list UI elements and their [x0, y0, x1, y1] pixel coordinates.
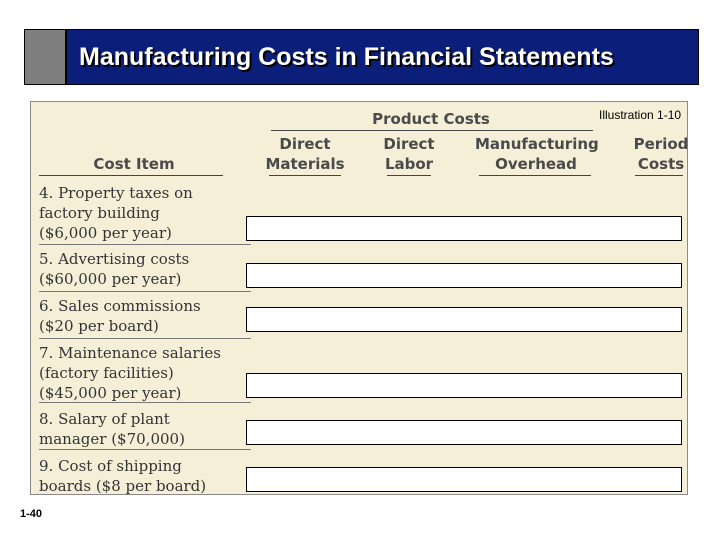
cost-item-row: 7. Maintenance salaries (factory facilit… — [39, 344, 221, 402]
cost-item-header: Cost Item — [93, 155, 175, 173]
answer-box-row-4[interactable] — [246, 216, 682, 241]
illustration-label: Illustration 1-10 — [599, 108, 682, 122]
title-bar: Manufacturing Costs in Financial Stateme… — [24, 29, 699, 85]
period-costs-header: Period Costs — [633, 135, 689, 173]
manufacturing-overhead-underline — [479, 175, 591, 176]
answer-box-row-6[interactable] — [246, 307, 682, 332]
slide-number: 1-40 — [20, 508, 43, 520]
manufacturing-overhead-header: Manufacturing Overhead — [475, 135, 599, 173]
row-separator — [39, 449, 251, 450]
direct-materials-underline — [269, 175, 341, 176]
cost-item-row: 6. Sales commissions ($20 per board) — [39, 297, 201, 335]
answer-box-row-9[interactable] — [246, 467, 682, 492]
cost-item-underline — [39, 175, 223, 176]
product-costs-header: Product Costs — [372, 110, 490, 128]
cost-item-row: 8. Salary of plant manager ($70,000) — [39, 410, 185, 448]
cost-item-row: 5. Advertising costs ($60,000 per year) — [39, 250, 190, 288]
row-separator — [39, 338, 251, 339]
row-separator — [39, 402, 251, 403]
row-separator — [39, 244, 251, 245]
cost-item-row: 9. Cost of shipping boards ($8 per board… — [39, 457, 207, 495]
cost-item-row: 4. Property taxes on factory building ($… — [39, 184, 193, 242]
title-decoration — [25, 30, 67, 84]
cost-table: Product Costs Cost Item Direct Materials … — [30, 101, 688, 495]
product-costs-underline — [271, 130, 593, 131]
direct-labor-underline — [387, 175, 431, 176]
answer-box-row-5[interactable] — [246, 263, 682, 288]
answer-box-row-7[interactable] — [246, 373, 682, 398]
direct-labor-header: Direct Labor — [383, 135, 435, 173]
direct-materials-header: Direct Materials — [265, 135, 345, 173]
period-costs-underline — [635, 175, 683, 176]
row-separator — [39, 291, 251, 292]
slide-title: Manufacturing Costs in Financial Stateme… — [79, 43, 614, 71]
answer-box-row-8[interactable] — [246, 420, 682, 445]
